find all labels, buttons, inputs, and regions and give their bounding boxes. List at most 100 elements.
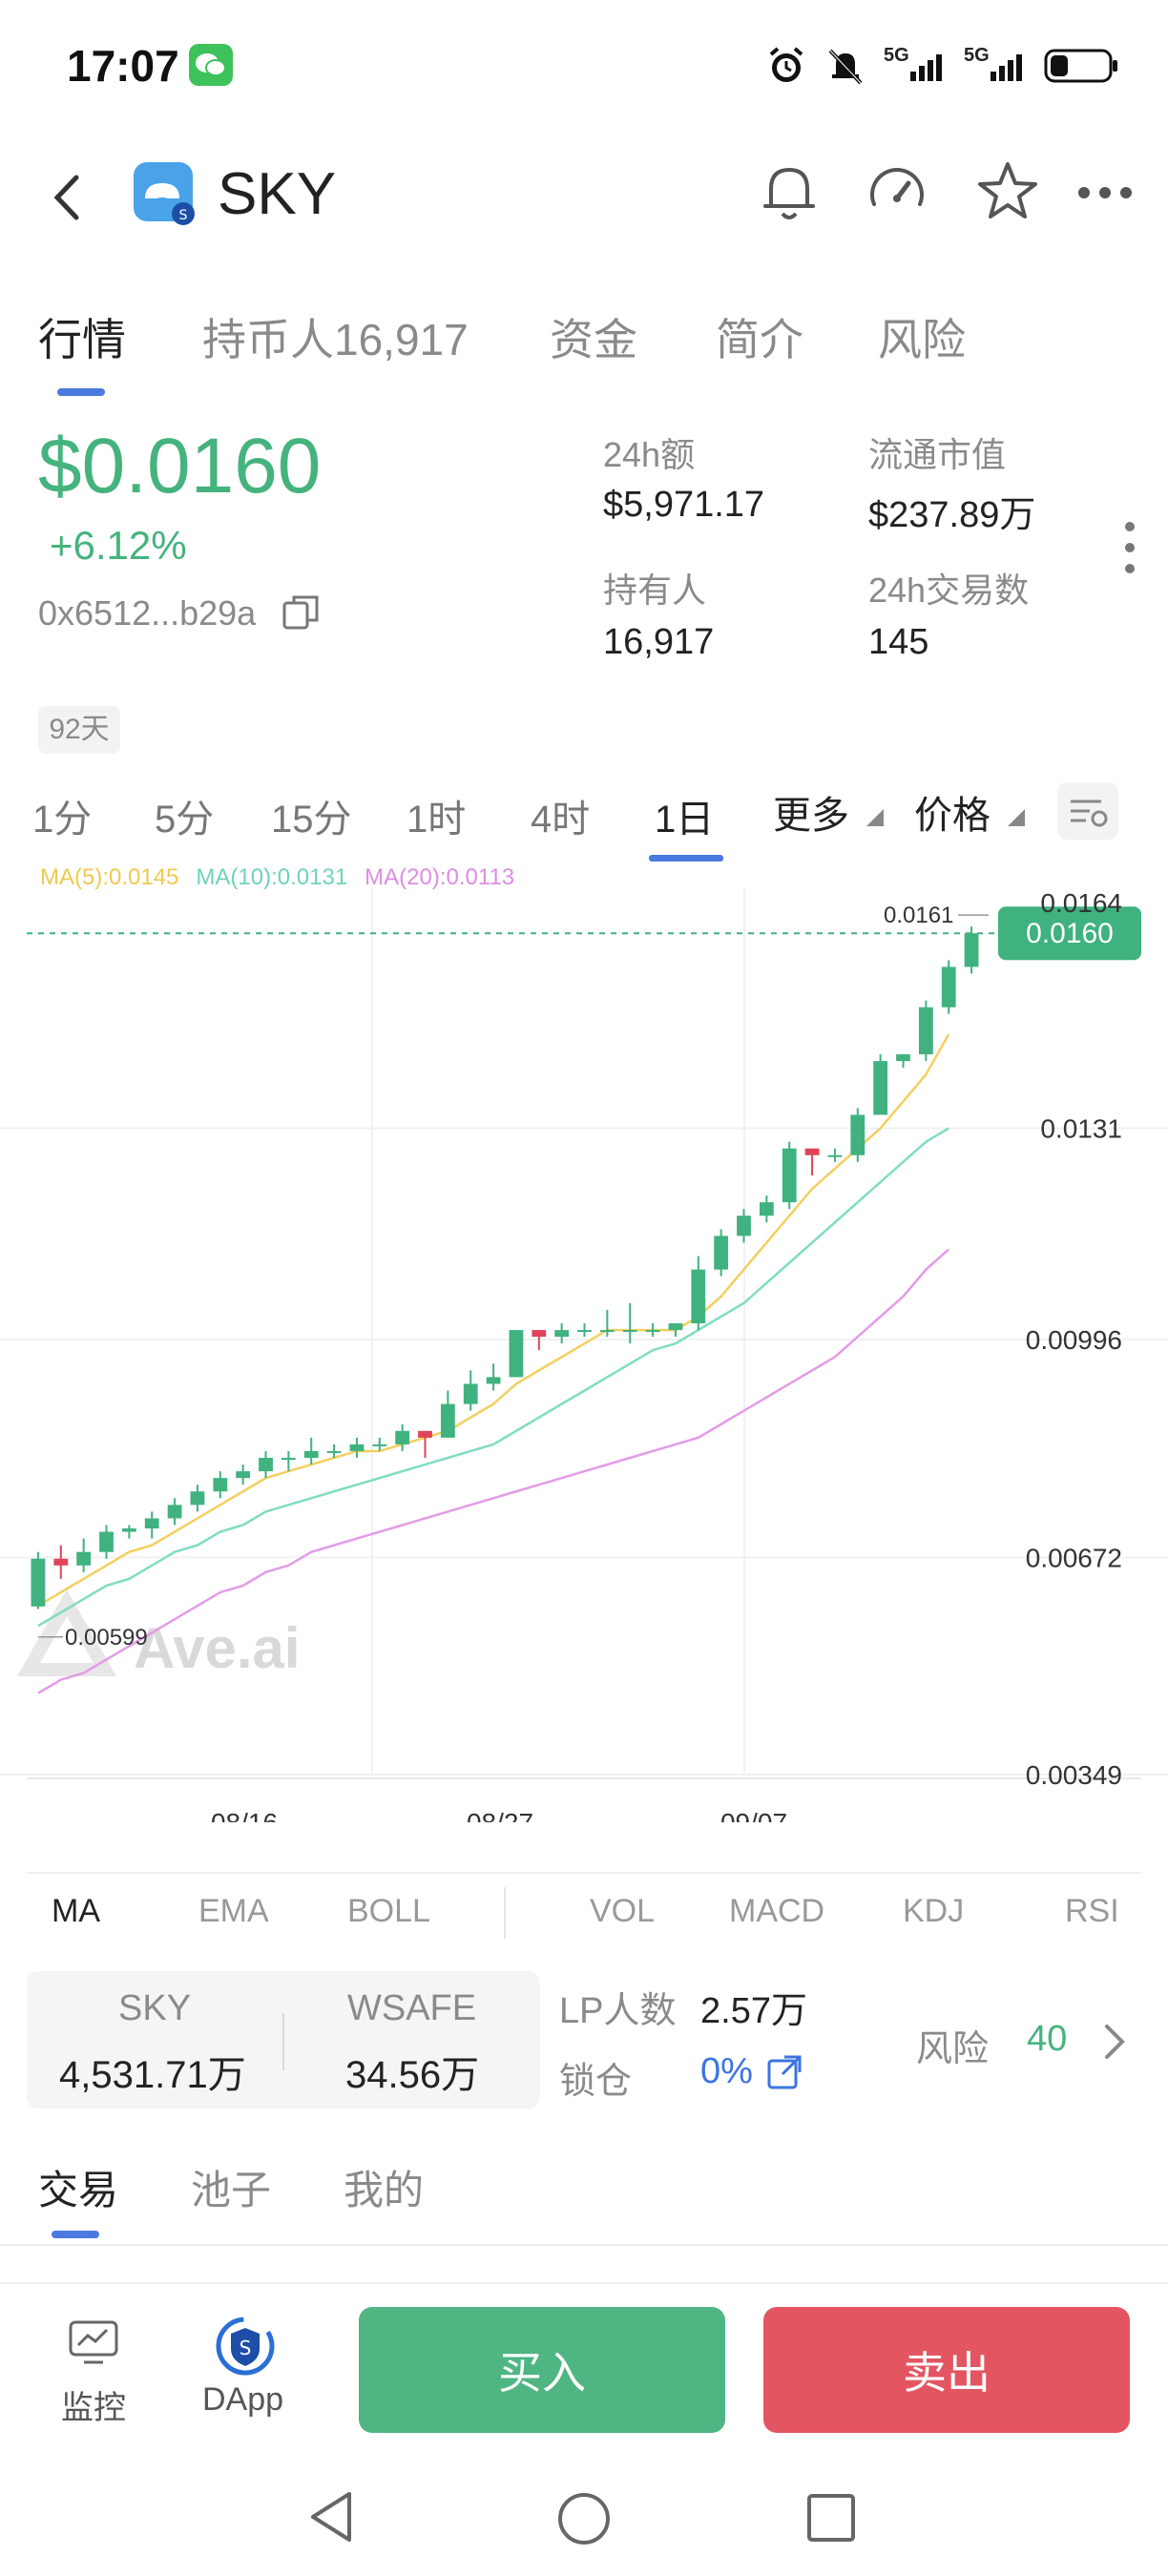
tab-mine[interactable]: 我的 (344, 2168, 425, 2212)
y-tick-label: 0.00672 (1026, 1543, 1122, 1572)
candle-body (190, 1491, 205, 1506)
buy-button[interactable]: 买入 (359, 2307, 725, 2433)
lock-value[interactable]: 0% (700, 2051, 753, 2091)
candlestick-chart-svg[interactable]: Ave.ai 0.0160 0.0161 0.00599 0.0164 0.0131 0.0… (0, 887, 1168, 1838)
ma20-line (37, 1248, 950, 1694)
candle-body (121, 1528, 136, 1532)
candle-body (622, 1330, 637, 1333)
candle-body (326, 1450, 342, 1453)
dapp-label[interactable]: DApp (202, 2381, 284, 2418)
tf-active-indicator (649, 855, 723, 862)
monitor-label[interactable]: 监控 (61, 2390, 126, 2426)
tf-1h[interactable]: 1时 (407, 799, 467, 841)
external-link-icon[interactable] (765, 2053, 803, 2091)
txs-label: 24h交易数 (868, 571, 1030, 610)
tf-1d[interactable]: 1日 (655, 799, 715, 841)
ind-rsi[interactable]: RSI (1065, 1893, 1119, 1929)
ind-vol[interactable]: VOL (590, 1893, 656, 1929)
tab-pools[interactable]: 池子 (191, 2168, 272, 2212)
vol24h-label: 24h额 (603, 435, 696, 474)
tab-market[interactable]: 行情 (38, 315, 126, 364)
tab-intro[interactable]: 简介 (716, 315, 803, 364)
low-annotation: 0.00599 (65, 1625, 148, 1651)
high-annotation: 0.0161 (884, 903, 953, 928)
monitor-button[interactable] (55, 2318, 132, 2410)
mcap-value: $237.89万 (868, 495, 1036, 535)
candle-body (463, 1383, 478, 1404)
token-a-amount: 4,531.71万 (59, 2054, 246, 2096)
tab-funds[interactable]: 资金 (550, 315, 637, 364)
system-nav-bar (0, 2462, 1168, 2576)
candle-body (418, 1430, 432, 1438)
ind-ema[interactable]: EMA (198, 1893, 269, 1929)
ma5-line (37, 1033, 950, 1608)
bottom-tabs-divider (0, 2244, 1168, 2246)
candle-body (554, 1330, 570, 1338)
dapp-button[interactable]: S (204, 2313, 286, 2379)
tab-risk[interactable]: 风险 (878, 315, 966, 364)
bell-icon[interactable] (760, 160, 819, 223)
watermark-logo (16, 1589, 117, 1676)
candle-body (144, 1518, 159, 1529)
nav-home-icon[interactable] (555, 2490, 613, 2547)
tf-1m[interactable]: 1分 (32, 799, 93, 841)
bottom-tab-indicator (52, 2231, 99, 2238)
nav-back-icon[interactable] (305, 2488, 359, 2545)
token-b-name: WSAFE (347, 1988, 477, 2028)
token-logo-icon: S (132, 160, 198, 227)
candle-body (759, 1202, 774, 1216)
pool-reserves[interactable]: SKY 4,531.71万 WSAFE 34.56万 (27, 1971, 540, 2109)
candle-body (804, 1148, 820, 1155)
risk-score[interactable]: 40 (1027, 2019, 1068, 2059)
tf-5m[interactable]: 5分 (155, 799, 215, 841)
tf-4h[interactable]: 4时 (531, 799, 591, 841)
tf-15m[interactable]: 15分 (271, 799, 352, 841)
holders-label: 持有人 (603, 571, 707, 610)
gauge-icon[interactable] (865, 160, 929, 223)
sell-button[interactable]: 卖出 (763, 2307, 1130, 2433)
current-price: $0.0160 (38, 423, 322, 509)
indicator-divider (504, 1887, 506, 1939)
status-bar: 17:07 5G 5G (0, 0, 1168, 134)
ind-macd[interactable]: MACD (729, 1893, 825, 1929)
back-icon[interactable] (48, 172, 86, 223)
star-icon[interactable] (975, 158, 1040, 223)
vertical-more-icon[interactable] (1118, 519, 1141, 576)
tab-trade[interactable]: 交易 (38, 2168, 119, 2212)
copy-icon[interactable] (281, 592, 323, 634)
chevron-right-icon[interactable] (1101, 2021, 1128, 2063)
ind-ma[interactable]: MA (52, 1893, 100, 1929)
indicator-top-divider (27, 1872, 1141, 1874)
candle-body (167, 1505, 182, 1519)
ind-kdj[interactable]: KDJ (903, 1893, 965, 1929)
price-chart[interactable]: Ave.ai 0.0160 0.0161 0.00599 0.0164 0.0131 0.0… (0, 887, 1168, 1838)
x-tick-label: 08/16 (211, 1808, 278, 1822)
token-title: SKY (218, 161, 337, 227)
candle-body (599, 1330, 615, 1333)
risk-label[interactable]: 风险 (916, 2029, 990, 2069)
candle-body (76, 1551, 92, 1566)
candle-body (645, 1330, 660, 1333)
candle-body (850, 1114, 866, 1155)
more-dropdown-icon (866, 809, 884, 826)
more-icon[interactable] (1076, 185, 1134, 200)
tab-active-indicator (57, 388, 105, 396)
ind-boll[interactable]: BOLL (347, 1893, 430, 1929)
candle-body (827, 1154, 843, 1157)
candle-body (303, 1450, 319, 1459)
lp-label: LP人数 (559, 1991, 677, 2031)
tf-more[interactable]: 更多 (773, 795, 849, 837)
tab-holders[interactable]: 持币人16,917 (202, 315, 469, 364)
signal-icon-1: 5G (884, 45, 947, 87)
candle-body (737, 1215, 751, 1236)
nav-recents-icon[interactable] (805, 2492, 857, 2544)
battery-icon (1044, 49, 1117, 83)
wechat-notification-icon (189, 44, 233, 86)
tf-price[interactable]: 价格 (914, 795, 991, 837)
candle-body (577, 1330, 592, 1333)
chart-settings-button[interactable] (1057, 782, 1118, 840)
candle-body (918, 1007, 933, 1055)
vol24h-value: $5,971.17 (603, 485, 765, 525)
candle-body (509, 1330, 524, 1378)
token-a-name: SKY (118, 1988, 192, 2028)
